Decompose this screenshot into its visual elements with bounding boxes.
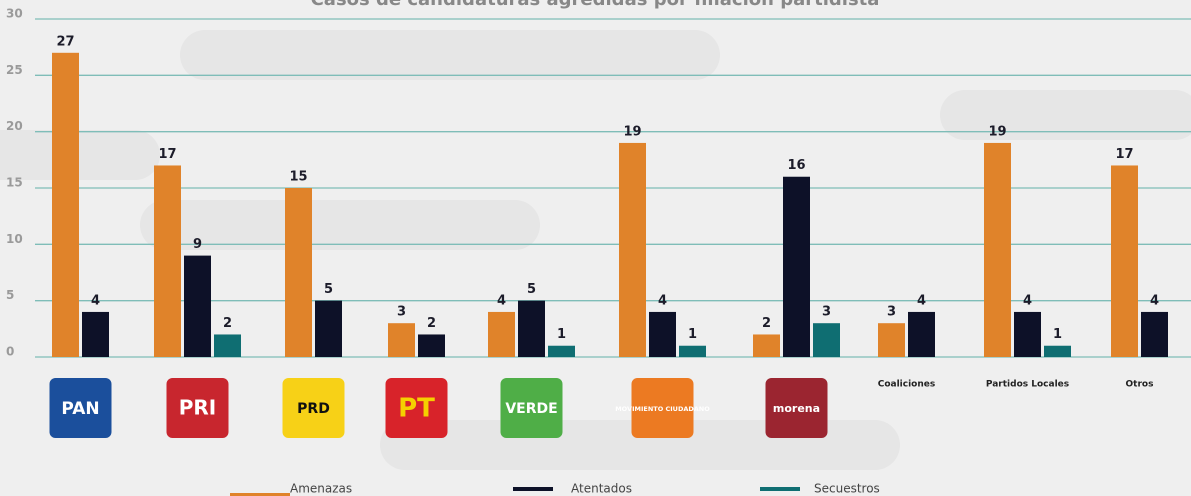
- bar: [813, 323, 840, 357]
- legend-swatch: [513, 487, 553, 491]
- value-label: 2: [427, 316, 436, 331]
- y-tick-label: 25: [6, 63, 23, 77]
- bar: [878, 323, 905, 357]
- value-label: 19: [623, 124, 641, 139]
- party-logo: [765, 378, 828, 438]
- category-label: Partidos Locales: [986, 380, 1069, 390]
- party-logo: [631, 378, 694, 438]
- value-label: 4: [91, 293, 100, 308]
- party-logo-label: PRD: [297, 401, 330, 417]
- bar: [619, 142, 646, 357]
- bar: [315, 300, 342, 357]
- value-label: 16: [787, 158, 805, 173]
- party-logo: [500, 378, 563, 438]
- value-label: 19: [988, 124, 1006, 139]
- bar: [388, 323, 415, 357]
- value-label: 3: [822, 305, 831, 320]
- bar: [984, 142, 1011, 357]
- y-tick-label: 15: [6, 176, 23, 190]
- value-label: 4: [497, 293, 506, 308]
- legend-swatch: [760, 487, 800, 491]
- bar: [1111, 165, 1138, 357]
- bar: [1044, 345, 1071, 357]
- value-label: 17: [1115, 147, 1133, 162]
- category-label: Otros: [1126, 380, 1154, 390]
- value-label: 4: [1150, 293, 1159, 308]
- party-logo: [166, 378, 229, 438]
- value-label: 5: [527, 282, 536, 297]
- bar: [548, 345, 575, 357]
- bar: [285, 188, 312, 357]
- bar: [908, 311, 935, 357]
- bar: [1014, 311, 1041, 357]
- bar: [214, 334, 241, 357]
- bar: [154, 165, 181, 357]
- party-logo: [282, 378, 345, 438]
- value-label: 2: [223, 316, 232, 331]
- bar: [52, 52, 79, 358]
- y-tick-label: 30: [6, 7, 23, 21]
- legend-label: Amenazas: [290, 482, 352, 496]
- legend-label: Secuestros: [814, 482, 880, 496]
- value-label: 4: [917, 293, 926, 308]
- value-label: 27: [56, 34, 74, 49]
- party-logo-label: PAN: [61, 399, 99, 419]
- value-label: 1: [1053, 327, 1062, 342]
- y-tick-label: 20: [6, 119, 23, 133]
- bar: [82, 311, 109, 357]
- chart-title: Casos de candidaturas agredidas por fili…: [311, 0, 880, 10]
- category-label: Coaliciones: [878, 380, 936, 390]
- bar: [488, 311, 515, 357]
- party-logo-label: morena: [773, 402, 820, 415]
- value-label: 1: [557, 327, 566, 342]
- party-logo-label: MOVIMIENTO CIUDADANO: [615, 405, 710, 413]
- bar: [1141, 311, 1168, 357]
- legend-swatch: [230, 493, 290, 496]
- value-label: 5: [324, 282, 333, 297]
- value-label: 3: [397, 305, 406, 320]
- party-logo: [49, 378, 112, 438]
- value-label: 3: [887, 305, 896, 320]
- bar: [753, 334, 780, 357]
- y-tick-label: 10: [6, 232, 23, 246]
- bar: [679, 345, 706, 357]
- party-logo-label: PT: [398, 394, 435, 424]
- party-logo: [385, 378, 448, 438]
- value-label: 17: [158, 147, 176, 162]
- value-label: 15: [289, 170, 307, 185]
- value-label: 4: [1023, 293, 1032, 308]
- value-label: 9: [193, 237, 202, 252]
- value-label: 4: [658, 293, 667, 308]
- value-label: 2: [762, 316, 771, 331]
- bar: [649, 311, 676, 357]
- bar: [518, 300, 545, 357]
- y-tick-label: 0: [6, 345, 14, 359]
- value-label: 1: [688, 327, 697, 342]
- party-logo-label: VERDE: [505, 401, 557, 417]
- legend-label: Atentados: [571, 482, 632, 496]
- bar: [418, 334, 445, 357]
- bar: [184, 255, 211, 357]
- y-tick-label: 5: [6, 288, 14, 302]
- party-logo-label: PRI: [179, 396, 217, 420]
- bar: [783, 176, 810, 357]
